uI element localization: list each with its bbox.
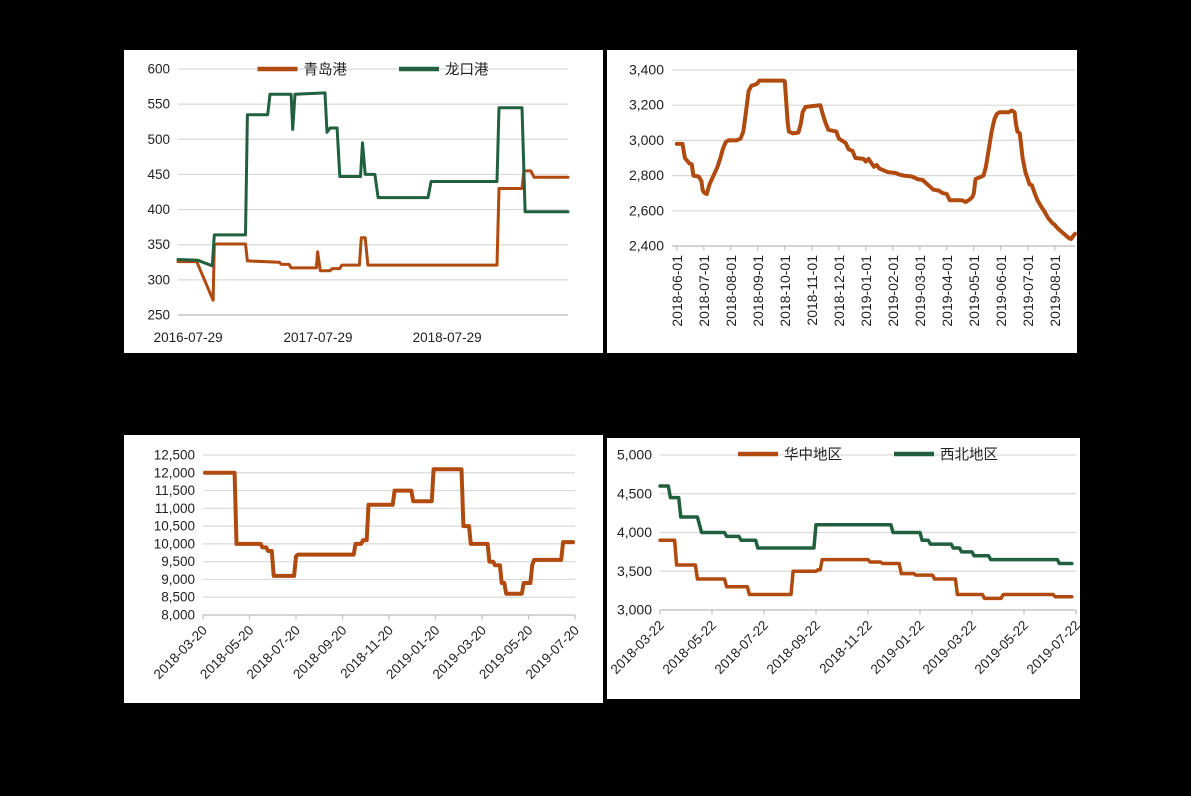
svg-text:2018-05-22: 2018-05-22 bbox=[660, 618, 719, 677]
svg-text:青岛港: 青岛港 bbox=[304, 62, 348, 79]
line-chart-port-prices: 600 550 500 450 400 350 300 250 2016-07-29 2017-0… bbox=[147, 62, 570, 345]
svg-text:2018-03-22: 2018-03-22 bbox=[608, 618, 667, 677]
svg-text:450: 450 bbox=[147, 167, 170, 182]
svg-text:8,000: 8,000 bbox=[161, 608, 195, 623]
svg-text:2019-02-01: 2019-02-01 bbox=[885, 255, 901, 327]
svg-text:2019-01-22: 2019-01-22 bbox=[868, 618, 927, 677]
svg-text:400: 400 bbox=[147, 202, 170, 217]
svg-text:2019-05-22: 2019-05-22 bbox=[972, 618, 1031, 677]
chart-panel-regional-prices: 5,000 4,500 4,000 3,500 3,000 2018-03-22 2018-… bbox=[607, 438, 1080, 699]
svg-text:2016-07-29: 2016-07-29 bbox=[154, 330, 223, 345]
svg-text:2017-07-29: 2017-07-29 bbox=[283, 330, 352, 345]
svg-text:2018-11-01: 2018-11-01 bbox=[804, 255, 820, 326]
svg-text:2019-07-22: 2019-07-22 bbox=[1024, 618, 1080, 677]
svg-text:9,000: 9,000 bbox=[161, 572, 195, 587]
svg-text:2018-07-22: 2018-07-22 bbox=[712, 618, 771, 677]
svg-text:9,500: 9,500 bbox=[161, 554, 195, 569]
svg-text:2018-09-22: 2018-09-22 bbox=[764, 618, 823, 677]
svg-text:10,000: 10,000 bbox=[154, 536, 195, 551]
svg-text:2019-04-01: 2019-04-01 bbox=[939, 255, 955, 327]
svg-text:2018-11-22: 2018-11-22 bbox=[816, 618, 875, 677]
line-chart-regional-prices: 5,0004,5004,0003,5003,0002018-03-222018-… bbox=[608, 447, 1080, 677]
chart-panel-port-prices: 600 550 500 450 400 350 300 250 2016-07-29 2017-0… bbox=[124, 50, 603, 353]
svg-text:8,500: 8,500 bbox=[161, 590, 195, 605]
svg-text:550: 550 bbox=[147, 97, 170, 112]
svg-text:2018-08-01: 2018-08-01 bbox=[723, 255, 739, 327]
chart-panel-monthly-price-index: 3,400 3,200 3,000 2,800 2,600 2,400 2018-06-01… bbox=[607, 50, 1077, 353]
svg-text:11,000: 11,000 bbox=[155, 501, 195, 516]
svg-text:西北地区: 西北地区 bbox=[940, 447, 998, 464]
svg-text:3,000: 3,000 bbox=[617, 602, 652, 618]
svg-text:2019-03-01: 2019-03-01 bbox=[912, 255, 928, 327]
svg-text:12,000: 12,000 bbox=[154, 465, 195, 480]
svg-text:4,500: 4,500 bbox=[617, 485, 652, 501]
svg-text:3,000: 3,000 bbox=[629, 132, 664, 148]
line-chart-weekly-inventory: 12,500 12,000 11,500 11,000 10,500 10,000 9,50… bbox=[151, 448, 582, 682]
svg-text:2018-09-01: 2018-09-01 bbox=[750, 255, 766, 327]
svg-text:2019-05-01: 2019-05-01 bbox=[966, 255, 982, 327]
svg-text:250: 250 bbox=[147, 308, 170, 323]
svg-text:500: 500 bbox=[147, 132, 170, 147]
svg-text:2019-07-01: 2019-07-01 bbox=[1020, 255, 1036, 327]
svg-text:2018-10-01: 2018-10-01 bbox=[777, 255, 793, 327]
svg-text:2018-07-01: 2018-07-01 bbox=[696, 255, 712, 327]
svg-text:龙口港: 龙口港 bbox=[445, 62, 489, 79]
svg-text:2018-12-01: 2018-12-01 bbox=[831, 255, 847, 327]
svg-text:2,800: 2,800 bbox=[629, 167, 664, 183]
svg-text:4,000: 4,000 bbox=[617, 524, 652, 540]
chart-panel-weekly-inventory: 12,500 12,000 11,500 11,000 10,500 10,000 9,50… bbox=[124, 435, 603, 703]
svg-text:2018-06-01: 2018-06-01 bbox=[669, 255, 685, 327]
line-chart-monthly-price-index: 3,400 3,200 3,000 2,800 2,600 2,400 2018-06-01… bbox=[629, 62, 1077, 327]
svg-text:2019-08-01: 2019-08-01 bbox=[1047, 255, 1063, 327]
svg-text:600: 600 bbox=[147, 62, 170, 77]
svg-text:10,500: 10,500 bbox=[154, 519, 195, 534]
svg-text:5,000: 5,000 bbox=[617, 447, 652, 463]
svg-text:2018-07-29: 2018-07-29 bbox=[413, 330, 482, 345]
svg-text:2019-03-22: 2019-03-22 bbox=[920, 618, 979, 677]
svg-text:2019-01-01: 2019-01-01 bbox=[858, 255, 874, 327]
svg-text:2,400: 2,400 bbox=[629, 238, 664, 254]
svg-text:3,500: 3,500 bbox=[617, 563, 652, 579]
svg-text:2,600: 2,600 bbox=[629, 202, 664, 218]
svg-text:华中地区: 华中地区 bbox=[784, 447, 842, 464]
svg-text:300: 300 bbox=[147, 272, 170, 287]
svg-text:11,500: 11,500 bbox=[155, 483, 195, 498]
svg-text:3,400: 3,400 bbox=[629, 62, 664, 78]
svg-text:350: 350 bbox=[147, 237, 170, 252]
svg-text:12,500: 12,500 bbox=[154, 448, 195, 463]
svg-text:2019-06-01: 2019-06-01 bbox=[993, 255, 1009, 327]
svg-text:3,200: 3,200 bbox=[629, 97, 664, 113]
